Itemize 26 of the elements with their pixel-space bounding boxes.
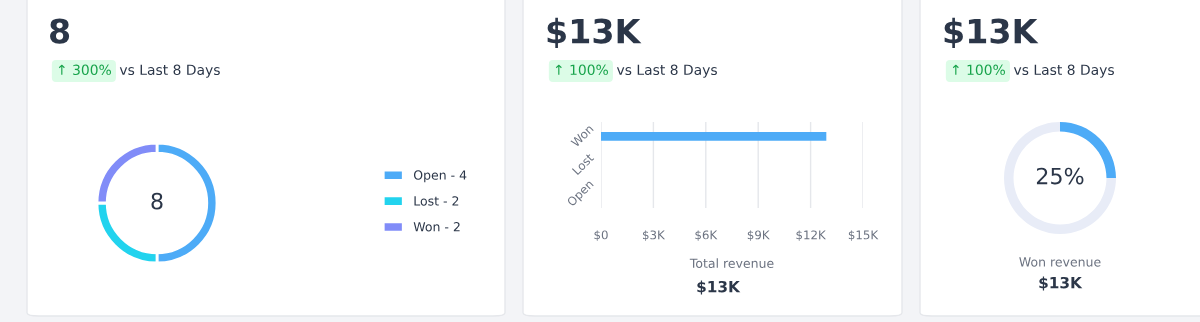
y-tick-label: Won: [570, 124, 594, 148]
text: 8: [50, 18, 70, 44]
x-tick-label: $15K: [848, 230, 879, 241]
legend-label: Open - 4: [413, 170, 467, 183]
x-tick-label: $6K: [695, 230, 718, 241]
text: $13K: [1039, 276, 1083, 291]
x-axis-title: Total revenue: [689, 258, 774, 268]
text: vs Last 8 Days: [616, 64, 717, 78]
chart-subtitle: ↑ 100%: [952, 64, 1005, 76]
legend-label: Won - 2: [413, 222, 460, 232]
legend-label: Lost - 2: [414, 196, 459, 206]
x-tick-label: $12K: [796, 230, 826, 241]
text: vs Last 8 Days: [119, 64, 220, 78]
text: $13K: [697, 280, 741, 295]
donut-slice: [1004, 122, 1116, 234]
x-tick-label: $0: [594, 230, 608, 241]
x-tick-label: $9K: [747, 230, 770, 241]
text: vs Last 8 Days: [1013, 64, 1114, 78]
chart-subtitle: ↑ 300%: [58, 64, 111, 76]
x-tick-label: $3K: [643, 230, 666, 241]
text: Won revenue: [1019, 257, 1101, 267]
chart-title: $13K: [547, 17, 642, 49]
text: 25%: [1036, 167, 1084, 185]
text: 8: [151, 192, 163, 210]
chart-subtitle: ↑ 100%: [555, 64, 608, 76]
chart-title: $13K: [944, 17, 1039, 49]
